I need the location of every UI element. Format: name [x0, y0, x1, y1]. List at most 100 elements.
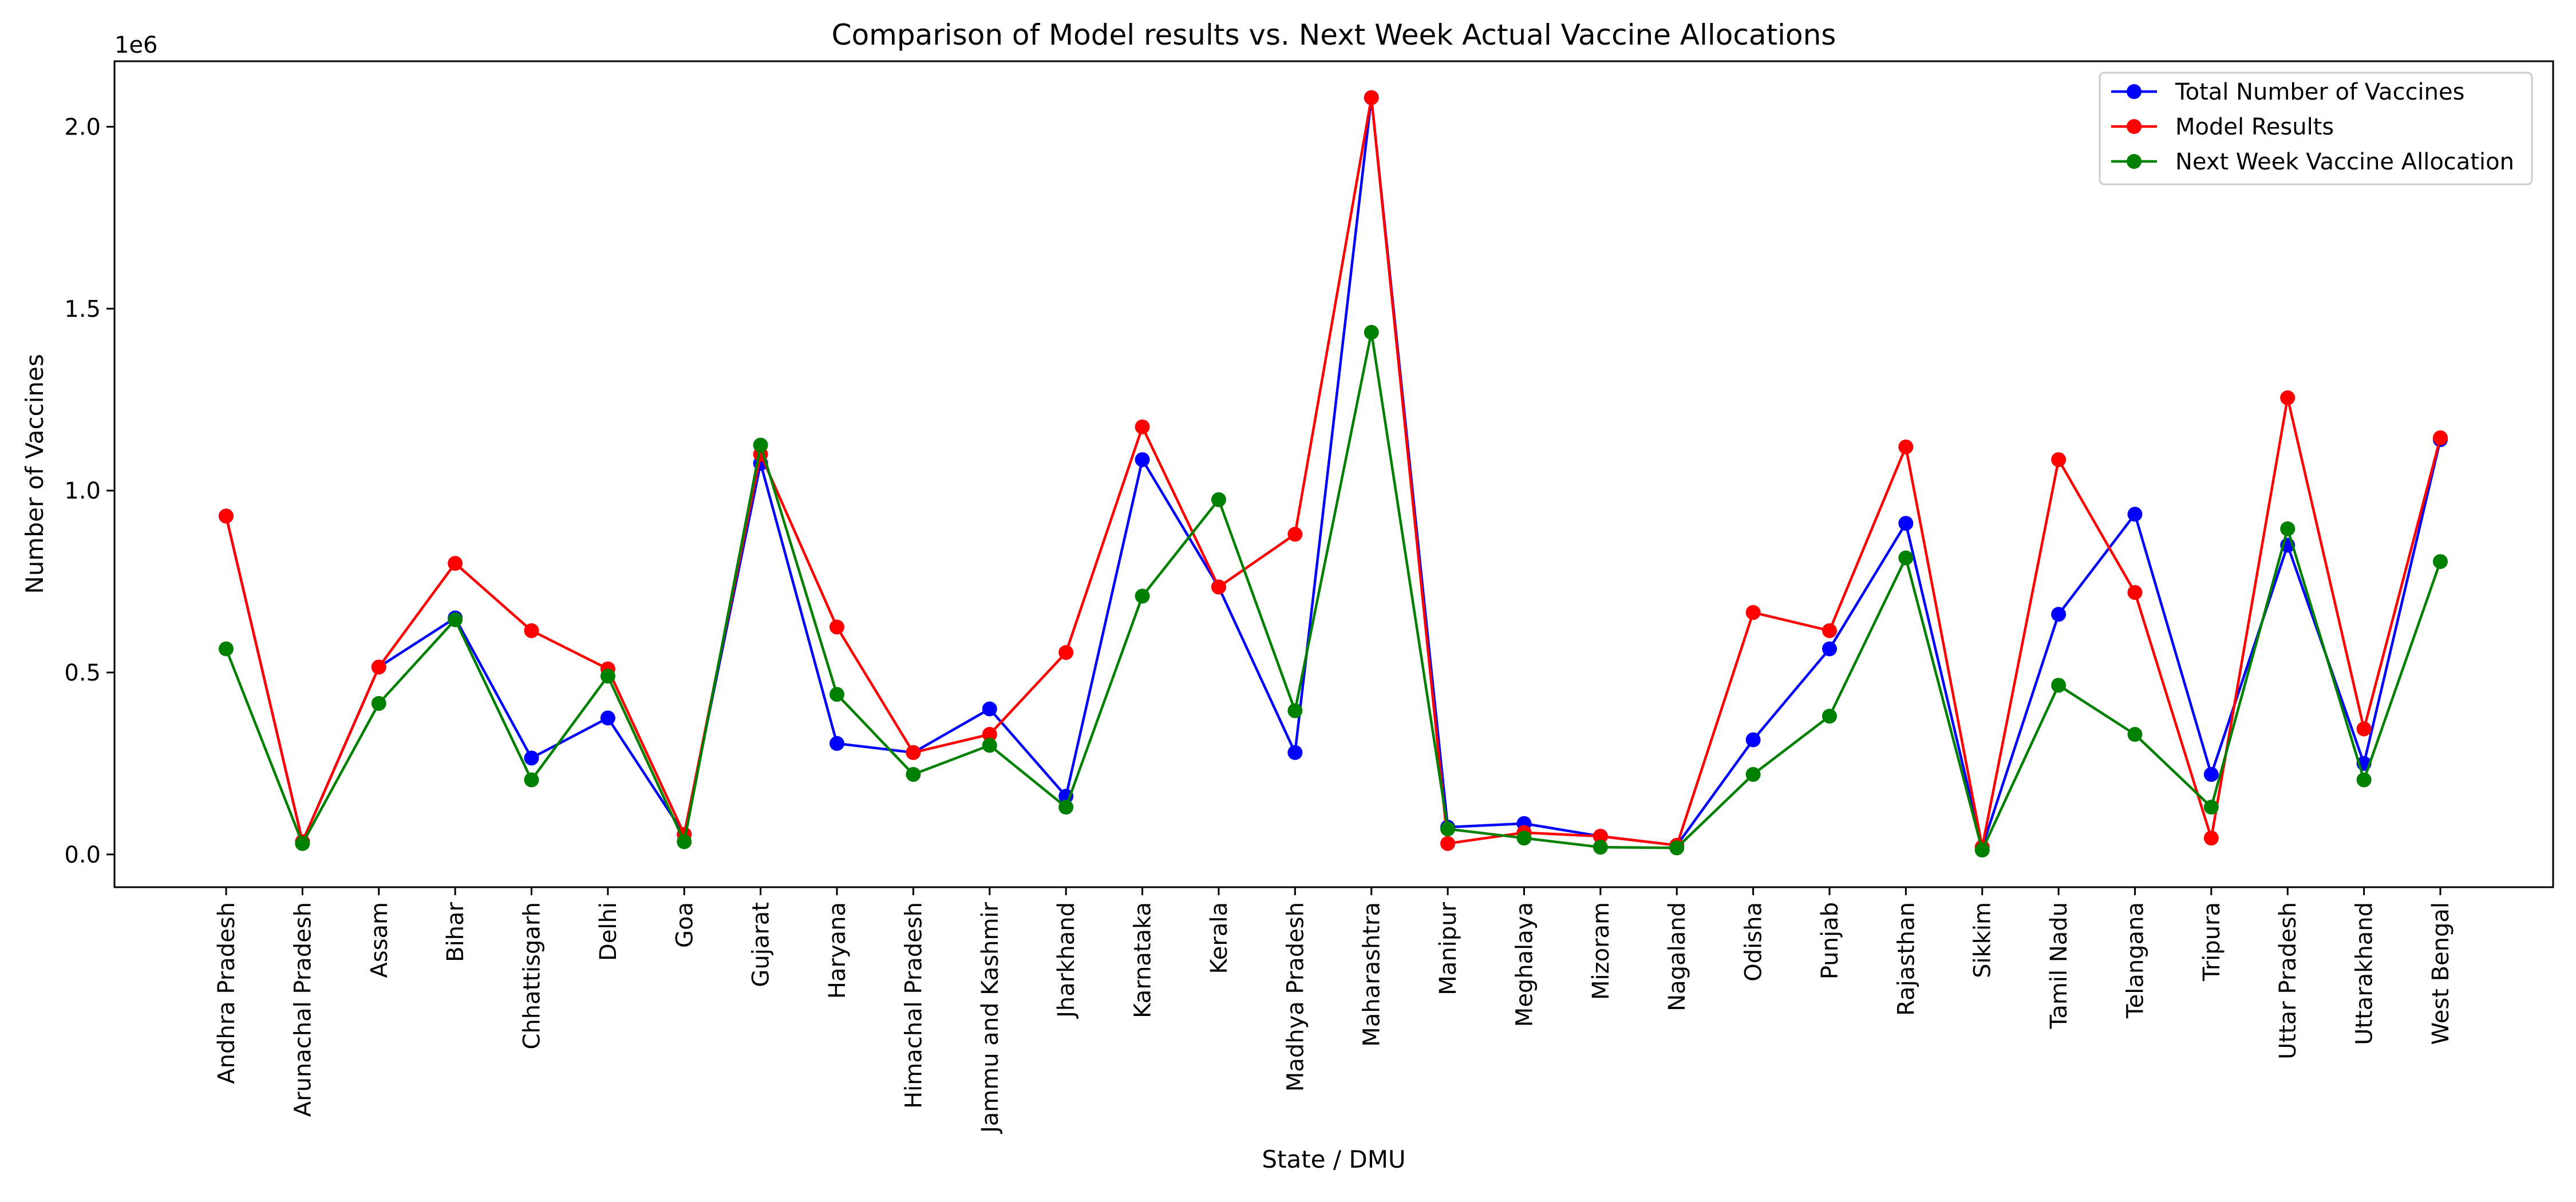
- data-point: [1211, 579, 1226, 595]
- data-point: [982, 738, 997, 753]
- data-point: [1287, 527, 1303, 542]
- data-point: [2051, 607, 2067, 622]
- data-point: [829, 619, 845, 635]
- data-point: [1745, 732, 1761, 748]
- data-point: [600, 669, 615, 684]
- x-tick-label: Uttar Pradesh: [2275, 902, 2301, 1059]
- legend-label: Total Number of Vaccines: [2175, 79, 2464, 105]
- legend-marker: [2127, 119, 2142, 134]
- x-tick-label: Rajasthan: [1893, 902, 1919, 1016]
- x-tick-label: Telangana: [2122, 902, 2148, 1019]
- data-point: [1135, 419, 1150, 434]
- x-tick-label: Madhya Pradesh: [1282, 902, 1309, 1092]
- series-line: [224, 96, 2442, 849]
- data-point: [753, 437, 768, 453]
- series-line: [224, 96, 2442, 849]
- y-tick-label: 2.0: [64, 114, 101, 140]
- data-point: [1287, 745, 1303, 760]
- x-tick-label: Tamil Nadu: [2046, 902, 2072, 1029]
- data-point: [1669, 840, 1685, 856]
- legend-marker: [2127, 84, 2142, 99]
- data-point: [1135, 588, 1150, 604]
- data-point: [1211, 492, 1226, 507]
- x-tick-label: Uttarakhand: [2352, 902, 2378, 1045]
- series-1: [219, 90, 2448, 855]
- data-point: [982, 701, 997, 717]
- data-point: [1440, 836, 1456, 851]
- x-tick-label: Gujarat: [748, 902, 775, 987]
- y-tick-label: 0.0: [64, 842, 101, 868]
- data-point: [219, 641, 234, 657]
- legend-item: Total Number of Vaccines: [2111, 79, 2464, 105]
- data-point: [1822, 623, 1837, 638]
- data-point: [2203, 766, 2219, 782]
- x-tick-label: Bihar: [442, 902, 469, 962]
- data-point: [1135, 452, 1150, 468]
- data-point: [1974, 843, 1990, 858]
- data-point: [600, 710, 615, 726]
- x-tick-label: Manipur: [1435, 902, 1461, 995]
- data-point: [982, 727, 997, 742]
- data-point: [448, 612, 463, 627]
- data-point: [2356, 772, 2372, 788]
- data-point: [371, 659, 386, 675]
- x-tick-label: Andhra Pradesh: [214, 902, 240, 1084]
- data-point: [524, 623, 539, 638]
- y-tick-label: 0.5: [64, 660, 101, 686]
- legend-box: [2099, 72, 2533, 185]
- x-tick-label: Maharashtra: [1359, 902, 1385, 1047]
- y-axis: 0.0 0.5 1.0 1.5 2.0: [64, 114, 114, 868]
- data-point: [2433, 554, 2448, 570]
- y-tick-label: 1.5: [64, 296, 101, 322]
- x-tick-label: Jammu and Kashmir: [977, 902, 1003, 1134]
- data-point: [2280, 521, 2296, 536]
- x-tick-label: West Bengal: [2428, 902, 2454, 1045]
- legend: Total Number of Vaccines Model Results Nex…: [2099, 72, 2533, 185]
- data-point: [1364, 90, 1379, 105]
- x-tick-label: Kerala: [1206, 902, 1232, 974]
- data-point: [1593, 829, 1608, 844]
- x-tick-label: Himachal Pradesh: [900, 902, 927, 1109]
- x-tick-label: Assam: [366, 902, 393, 978]
- data-point: [2433, 430, 2448, 445]
- legend-label: Model Results: [2175, 114, 2334, 140]
- data-point: [906, 745, 921, 760]
- y-axis-offset-label: 1e6: [114, 32, 158, 58]
- data-point: [2203, 800, 2219, 815]
- data-point: [677, 834, 692, 849]
- x-tick-label: Arunachal Pradesh: [290, 902, 316, 1117]
- data-point: [1822, 641, 1837, 657]
- data-point: [1516, 831, 1532, 846]
- legend-label: Next Week Vaccine Allocation: [2175, 149, 2514, 175]
- series-layer: [219, 90, 2448, 858]
- data-point: [906, 766, 921, 782]
- x-tick-label: Haryana: [824, 902, 851, 999]
- data-point: [829, 687, 845, 702]
- x-tick-label: Delhi: [595, 902, 622, 961]
- x-axis-title: State / DMU: [1262, 1145, 1405, 1173]
- x-tick-label: Tripura: [2199, 902, 2225, 982]
- y-tick-label: 1.0: [64, 478, 101, 504]
- data-point: [2356, 721, 2372, 737]
- plot-area-frame: [113, 60, 2554, 888]
- legend-item: Model Results: [2111, 114, 2334, 140]
- data-point: [2127, 585, 2143, 600]
- data-point: [448, 556, 463, 571]
- x-tick-label: Goa: [671, 902, 698, 948]
- data-point: [295, 836, 310, 851]
- data-point: [1898, 439, 1914, 454]
- x-tick-label: Karnataka: [1130, 902, 1156, 1018]
- legend-marker: [2127, 154, 2142, 169]
- data-point: [2051, 678, 2067, 693]
- series-2: [219, 90, 2448, 855]
- data-point: [219, 508, 234, 524]
- data-point: [1287, 703, 1303, 718]
- x-tick-label: Odisha: [1741, 902, 1767, 982]
- data-point: [1440, 821, 1456, 837]
- data-point: [2051, 452, 2067, 468]
- x-tick-label: Meghalaya: [1511, 902, 1538, 1027]
- data-point: [1058, 645, 1074, 660]
- y-axis-title: Number of Vaccines: [21, 354, 49, 594]
- data-point: [2127, 727, 2143, 742]
